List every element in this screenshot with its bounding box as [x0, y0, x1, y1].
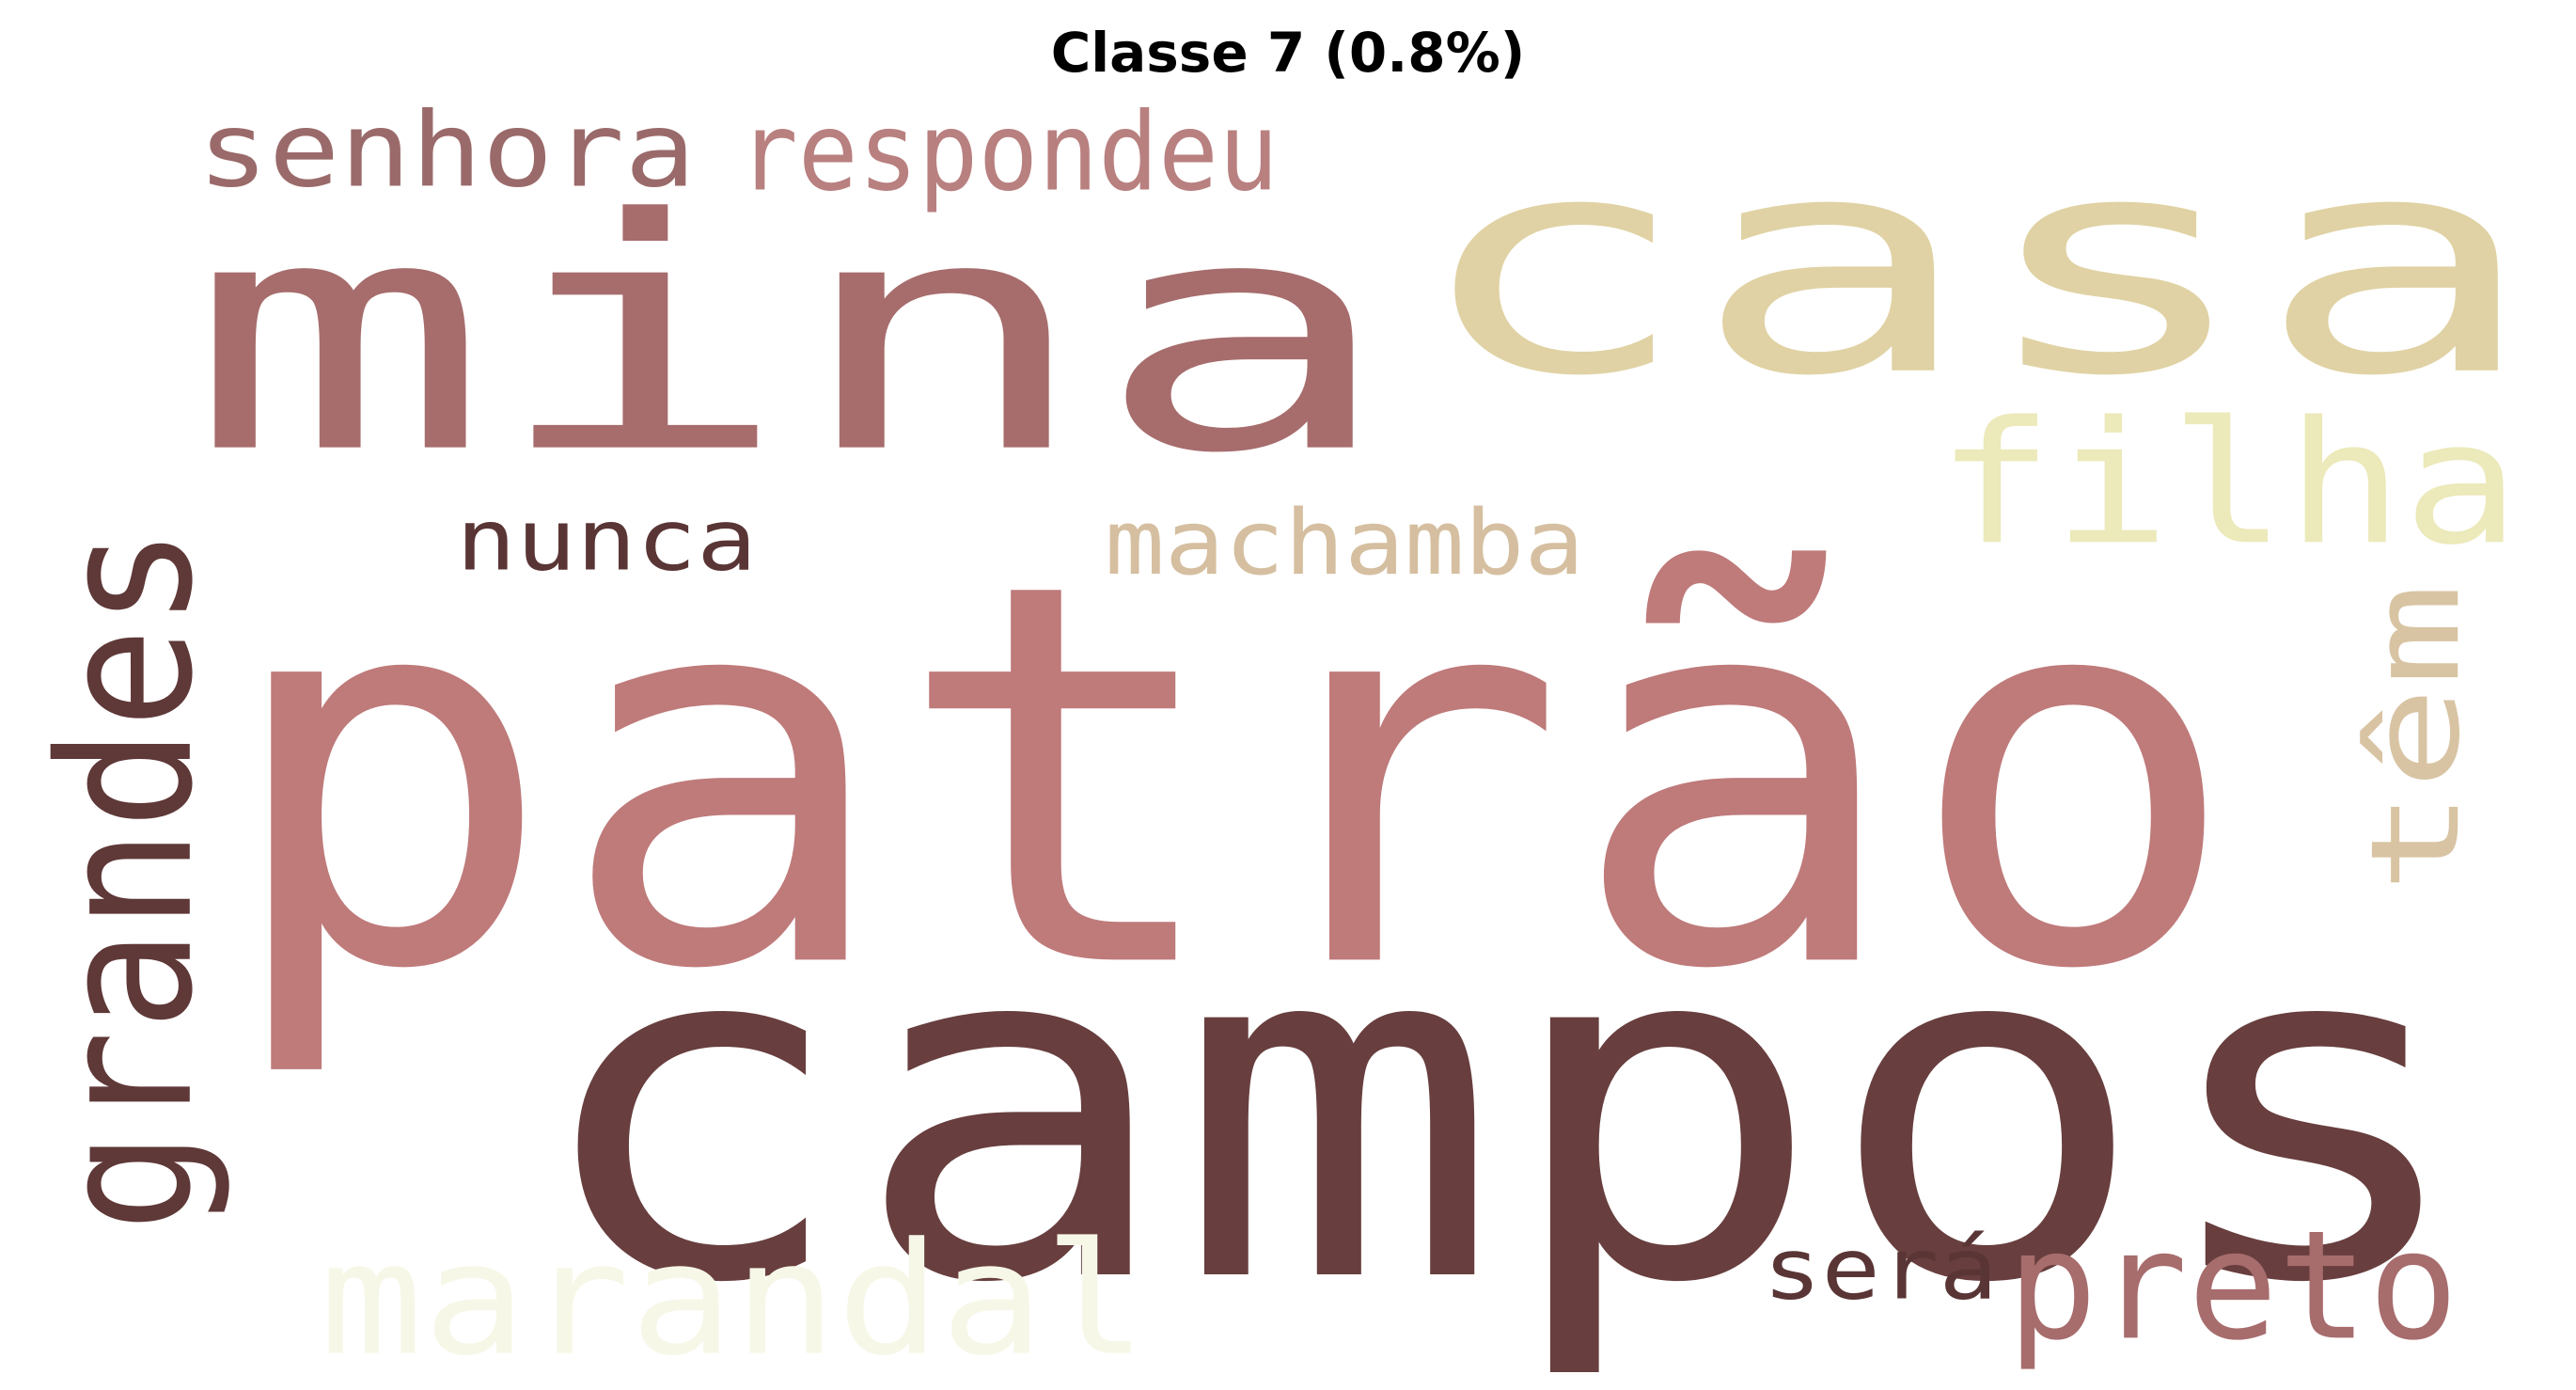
word-casa: casa [1410, 91, 2538, 443]
word-preto: preto [2007, 1198, 2459, 1374]
word-machamba: machamba [1105, 490, 1585, 595]
figure-title: Classe 7 (0.8%) [1050, 21, 1526, 85]
word-filha: filha [1937, 385, 2521, 583]
word-tem: têm [2344, 582, 2488, 893]
word-mina: mina [188, 151, 1396, 525]
word-campos: campos [526, 839, 2474, 1387]
word-marandal: marandal [320, 1208, 1148, 1390]
word-patrao: patrão [219, 472, 2242, 1086]
word-nunca: nunca [456, 491, 758, 591]
word-sera: será [1763, 1220, 1998, 1319]
word-respondeu: respondeu [738, 89, 1279, 216]
word-grandes: grandes [20, 527, 234, 1232]
word-senhora: senhora [197, 89, 696, 211]
